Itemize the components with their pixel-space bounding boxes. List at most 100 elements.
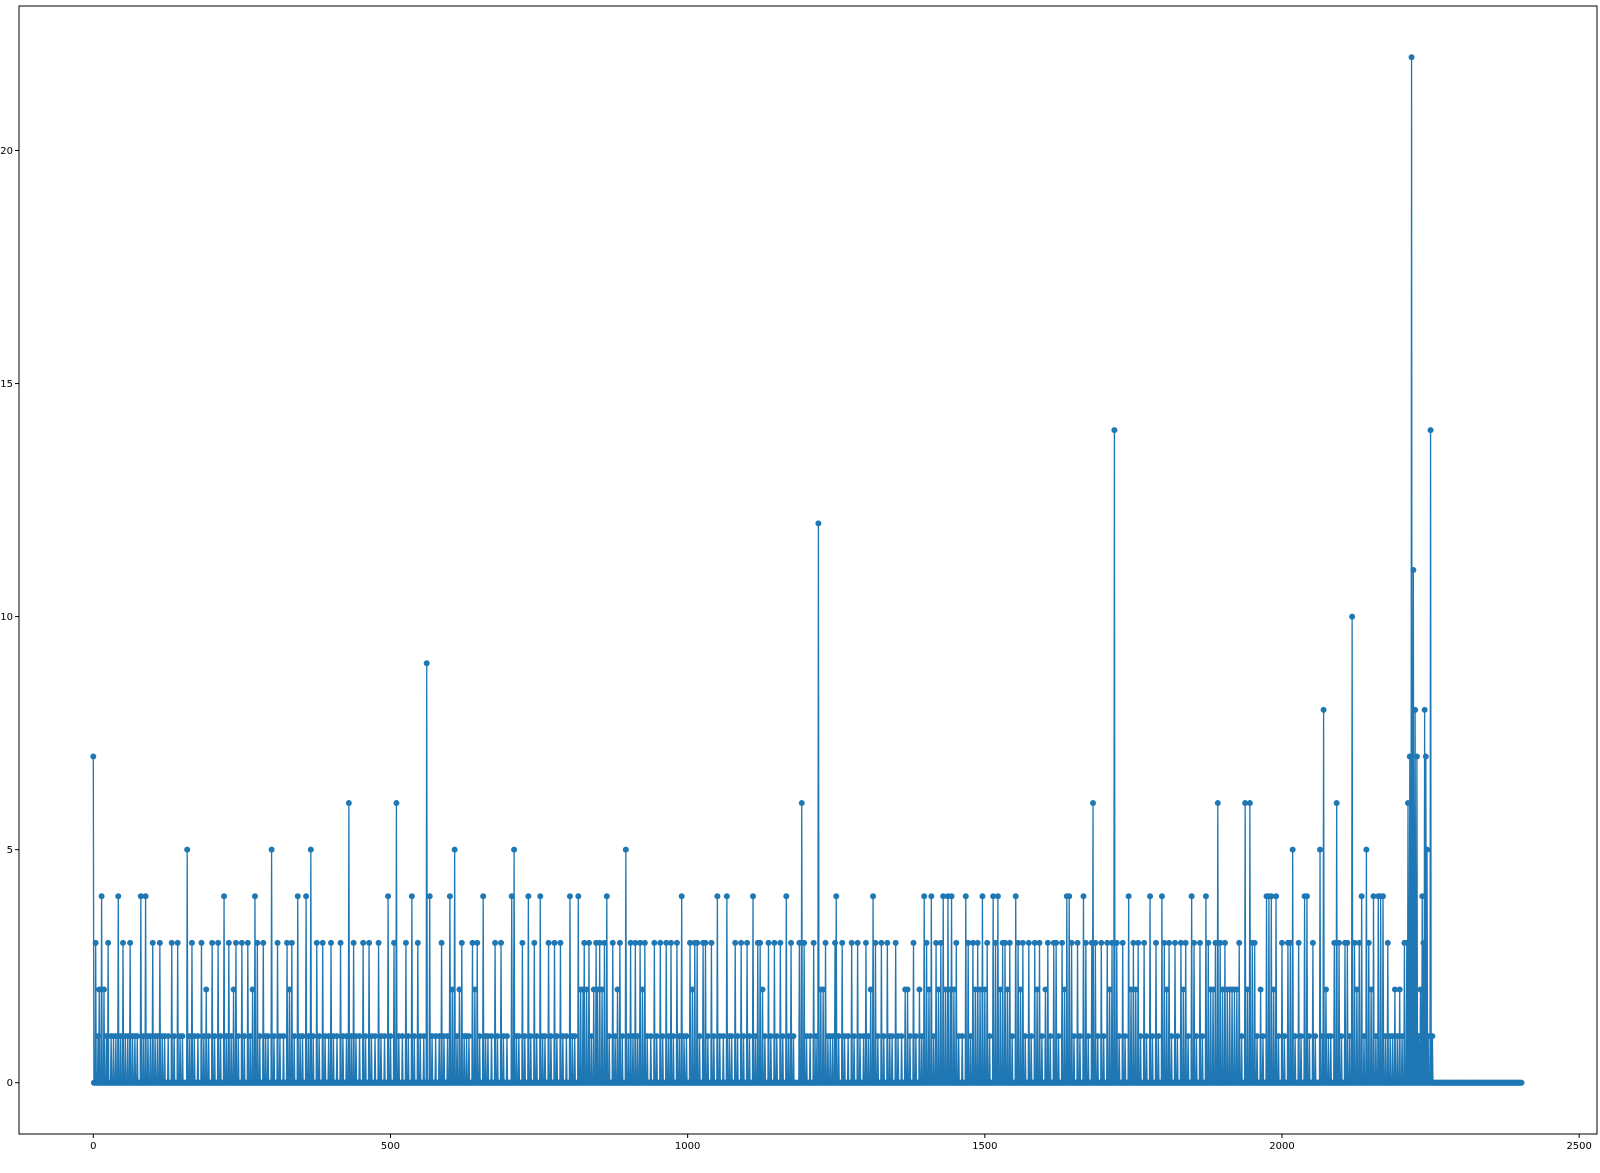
data-point	[436, 1033, 443, 1040]
data-point	[867, 986, 874, 993]
data-point	[622, 846, 629, 853]
data-point	[647, 1033, 654, 1040]
data-point	[1034, 986, 1041, 993]
data-point	[880, 1033, 887, 1040]
data-point	[629, 1033, 636, 1040]
data-point	[469, 939, 476, 946]
data-point	[223, 1033, 230, 1040]
data-point	[405, 1033, 412, 1040]
data-point	[1015, 939, 1022, 946]
data-point	[788, 939, 795, 946]
data-point	[1380, 893, 1387, 900]
data-point	[765, 939, 772, 946]
data-point	[1333, 800, 1340, 807]
data-point	[694, 939, 701, 946]
data-point	[188, 939, 195, 946]
data-point	[1155, 1033, 1162, 1040]
data-point	[687, 939, 694, 946]
data-point	[156, 939, 163, 946]
data-point	[147, 1033, 154, 1040]
data-point	[1317, 846, 1324, 853]
data-point	[1278, 939, 1285, 946]
data-point	[1406, 753, 1413, 760]
data-point	[566, 893, 573, 900]
data-point	[423, 660, 430, 667]
data-point	[1356, 939, 1363, 946]
data-point	[531, 939, 538, 946]
data-point	[950, 986, 957, 993]
data-point	[337, 939, 344, 946]
data-point	[910, 939, 917, 946]
data-point	[916, 986, 923, 993]
data-point	[1174, 1033, 1181, 1040]
data-point	[714, 893, 721, 900]
data-point	[935, 986, 942, 993]
data-point	[305, 1033, 312, 1040]
data-point	[508, 893, 515, 900]
data-point	[884, 939, 891, 946]
data-point	[708, 939, 715, 946]
data-point	[974, 939, 981, 946]
data-point	[969, 939, 976, 946]
data-point	[291, 1033, 298, 1040]
x-tick-label: 2500	[1566, 1141, 1591, 1152]
data-point	[1273, 893, 1280, 900]
data-point	[310, 1033, 317, 1040]
data-point	[1089, 800, 1096, 807]
data-point	[1361, 1033, 1368, 1040]
data-point	[350, 939, 357, 946]
x-axis: 0 500 1000 1500 2000 2500	[90, 1134, 1592, 1152]
data-point	[1394, 1033, 1401, 1040]
data-point	[1382, 1033, 1389, 1040]
data-point	[1161, 939, 1168, 946]
data-point	[284, 939, 291, 946]
data-point	[965, 939, 972, 946]
data-point	[209, 939, 216, 946]
data-point	[1116, 1033, 1123, 1040]
data-point	[940, 893, 947, 900]
data-point	[979, 893, 986, 900]
data-point	[488, 1033, 495, 1040]
data-point	[912, 1033, 919, 1040]
data-point	[1104, 939, 1111, 946]
data-point	[228, 1033, 235, 1040]
data-point	[702, 939, 709, 946]
data-point	[937, 939, 944, 946]
data-point	[1410, 567, 1417, 573]
data-point	[154, 1033, 161, 1040]
data-point	[492, 939, 499, 946]
data-point	[1074, 939, 1081, 946]
data-point	[1242, 800, 1249, 807]
data-point	[1135, 939, 1142, 946]
data-point	[1025, 939, 1032, 946]
data-point	[1275, 1033, 1282, 1040]
data-point	[527, 1033, 534, 1040]
data-point	[683, 1033, 690, 1040]
data-point	[581, 939, 588, 946]
data-point	[112, 1033, 119, 1040]
data-point	[801, 939, 808, 946]
data-point	[1094, 1033, 1101, 1040]
data-point	[1022, 1033, 1029, 1040]
data-point	[992, 939, 999, 946]
data-point	[1292, 1033, 1299, 1040]
data-point	[670, 1033, 677, 1040]
data-point	[783, 893, 790, 900]
data-point	[1238, 1033, 1245, 1040]
data-point	[381, 1033, 388, 1040]
data-point	[498, 939, 505, 946]
data-point	[563, 1033, 570, 1040]
data-point	[744, 939, 751, 946]
data-point	[385, 893, 392, 900]
data-point	[1312, 1033, 1319, 1040]
data-point	[280, 1033, 287, 1040]
data-point	[198, 939, 205, 946]
data-point	[659, 1033, 666, 1040]
data-point	[127, 939, 134, 946]
data-point	[1082, 939, 1089, 946]
data-point	[217, 1033, 224, 1040]
data-point	[1202, 893, 1209, 900]
data-point	[1303, 893, 1310, 900]
data-point	[387, 1033, 394, 1040]
